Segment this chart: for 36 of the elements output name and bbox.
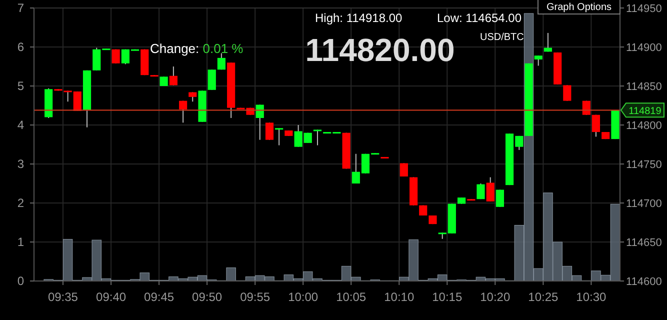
- y2-tick-label: 114950: [626, 3, 662, 15]
- graph-options-button: Graph Options: [538, 0, 620, 14]
- y-tick-label: 4: [17, 118, 24, 132]
- y2-tick-label: 114900: [626, 42, 662, 54]
- x-tick-label: 09:45: [144, 290, 174, 304]
- y-tick-label: 1: [17, 235, 24, 249]
- x-tick-label: 10:25: [528, 290, 559, 304]
- x-tick-label: 10:00: [288, 290, 318, 304]
- annotation: Graph Options: [546, 2, 612, 13]
- y2-tick-label: 114800: [626, 120, 662, 132]
- x-tick-label: 09:35: [48, 290, 78, 304]
- annotation: Low: 114654.00: [437, 11, 522, 25]
- y2-tick-label: 114750: [626, 159, 662, 171]
- x-tick-label: 09:55: [240, 290, 270, 304]
- annotation: High: 114918.00: [315, 11, 403, 25]
- y-tick-label: 0: [17, 274, 24, 288]
- y2-tick-label: 114850: [626, 81, 662, 93]
- x-tick-label: 10:10: [384, 290, 414, 304]
- x-tick-label: 10:20: [480, 290, 510, 304]
- y2-tick-label: 114700: [626, 198, 662, 210]
- y2-tick-label: 114600: [626, 276, 662, 288]
- y-tick-label: 5: [17, 79, 24, 93]
- ref-line-label: 114819: [628, 106, 662, 118]
- x-tick-label: 09:40: [96, 290, 126, 304]
- y-tick-label: 6: [17, 40, 24, 54]
- x-tick-label: 10:15: [432, 290, 462, 304]
- annotation: USD/BTC: [480, 32, 524, 43]
- y-tick-label: 2: [17, 196, 24, 210]
- annotation: 114820.00: [305, 32, 455, 68]
- x-tick-label: 10:05: [336, 290, 366, 304]
- y-tick-label: 7: [17, 1, 24, 15]
- x-tick-label: 10:30: [576, 290, 607, 304]
- x-tick-label: 09:50: [192, 290, 222, 304]
- y2-tick-label: 114650: [626, 237, 662, 249]
- annotation: Change: 0.01 %: [150, 41, 244, 56]
- y-tick-label: 3: [17, 157, 24, 171]
